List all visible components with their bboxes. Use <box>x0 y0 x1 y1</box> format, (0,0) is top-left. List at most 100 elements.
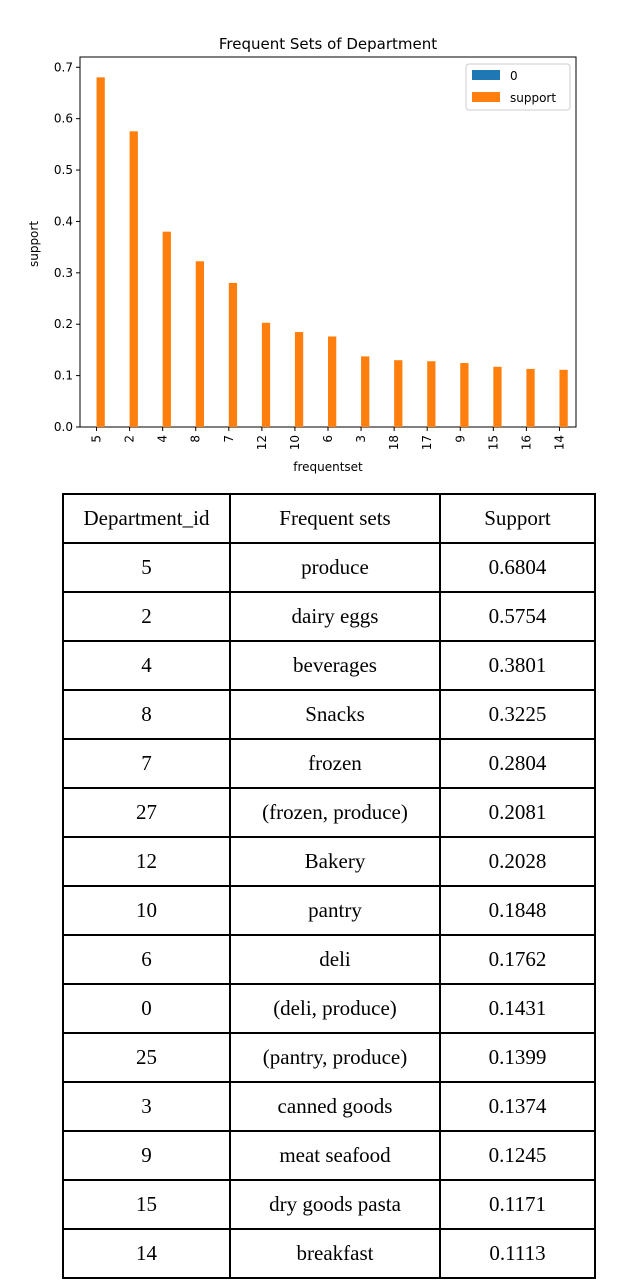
cell-department-id: 15 <box>62 1179 231 1230</box>
bar-support <box>460 363 469 427</box>
bar-support <box>559 369 568 427</box>
legend-swatch-support <box>472 92 500 102</box>
cell-department-id: 3 <box>62 1081 231 1132</box>
bar-support <box>228 282 238 427</box>
cell-department-id: 12 <box>62 836 231 887</box>
header-frequent-sets: Frequent sets <box>229 493 441 544</box>
y-tick-label: 0.6 <box>54 112 73 126</box>
y-tick-label: 0.4 <box>54 214 73 228</box>
table-header-row: Department_id Frequent sets Support <box>62 493 596 544</box>
cell-frequent-set: (frozen, produce) <box>229 787 441 838</box>
cell-department-id: 25 <box>62 1032 231 1083</box>
cell-support: 0.1374 <box>439 1081 596 1132</box>
cell-department-id: 14 <box>62 1228 231 1279</box>
cell-department-id: 10 <box>62 885 231 936</box>
cell-department-id: 27 <box>62 787 231 838</box>
bar-support <box>394 360 403 427</box>
bar-support <box>96 77 105 427</box>
table-row: 15 dry goods pasta 0.1171 <box>62 1179 596 1230</box>
x-tick-label: 17 <box>420 435 434 450</box>
cell-department-id: 5 <box>62 542 231 593</box>
cell-support: 0.1113 <box>439 1228 596 1279</box>
bar-support <box>294 332 304 427</box>
legend-label-0: 0 <box>510 69 518 83</box>
x-tick-label: 18 <box>387 435 401 450</box>
table-row: 8 Snacks 0.3225 <box>62 689 596 740</box>
x-tick-label: 14 <box>552 435 566 450</box>
x-tick-label: 10 <box>288 435 302 450</box>
cell-frequent-set: dry goods pasta <box>229 1179 441 1230</box>
cell-support: 0.2081 <box>439 787 596 838</box>
y-tick-label: 0.3 <box>54 266 73 280</box>
cell-support: 0.1431 <box>439 983 596 1034</box>
cell-department-id: 0 <box>62 983 231 1034</box>
cell-department-id: 4 <box>62 640 231 691</box>
x-tick-label: 5 <box>90 435 104 443</box>
cell-support: 0.3801 <box>439 640 596 691</box>
y-tick-label: 0.0 <box>54 420 73 434</box>
cell-support: 0.3225 <box>439 689 596 740</box>
y-tick-label: 0.1 <box>54 369 73 383</box>
cell-frequent-set: beverages <box>229 640 441 691</box>
cell-frequent-set: deli <box>229 934 441 985</box>
frequent-sets-table: Department_id Frequent sets Support 5 pro… <box>62 493 596 1279</box>
header-support: Support <box>439 493 596 544</box>
x-tick-label: 12 <box>255 435 269 450</box>
table-row: 6 deli 0.1762 <box>62 934 596 985</box>
y-tick-label: 0.7 <box>54 60 73 74</box>
table-row: 25 (pantry, produce) 0.1399 <box>62 1032 596 1083</box>
cell-support: 0.2804 <box>439 738 596 789</box>
cell-frequent-set: frozen <box>229 738 441 789</box>
bar-support <box>361 356 370 427</box>
x-tick-label: 2 <box>123 435 137 443</box>
cell-frequent-set: (pantry, produce) <box>229 1032 441 1083</box>
cell-department-id: 2 <box>62 591 231 642</box>
cell-support: 0.1171 <box>439 1179 596 1230</box>
cell-support: 0.5754 <box>439 591 596 642</box>
table-row: 9 meat seafood 0.1245 <box>62 1130 596 1181</box>
bar-support <box>493 366 502 427</box>
cell-frequent-set: dairy eggs <box>229 591 441 642</box>
y-axis-label: support <box>27 221 41 267</box>
bar-chart: Frequent Sets of Department 0.0 0.1 0.2 0.3… <box>27 35 577 474</box>
x-tick-label: 15 <box>486 435 500 450</box>
cell-support: 0.2028 <box>439 836 596 887</box>
x-tick-label: 7 <box>222 435 236 443</box>
bar-support <box>328 336 337 427</box>
table-row: 7 frozen 0.2804 <box>62 738 596 789</box>
bar-support <box>261 322 271 427</box>
cell-frequent-set: Bakery <box>229 836 441 887</box>
x-tick-label: 16 <box>519 435 533 450</box>
header-department-id: Department_id <box>62 493 231 544</box>
x-tick-label: 8 <box>189 435 203 443</box>
table-row: 27 (frozen, produce) 0.2081 <box>62 787 596 838</box>
cell-support: 0.1245 <box>439 1130 596 1181</box>
bar-support <box>162 231 171 427</box>
cell-support: 0.1848 <box>439 885 596 936</box>
table-row: 10 pantry 0.1848 <box>62 885 596 936</box>
cell-frequent-set: produce <box>229 542 441 593</box>
x-tick-label: 3 <box>354 435 368 443</box>
table-row: 3 canned goods 0.1374 <box>62 1081 596 1132</box>
cell-frequent-set: (deli, produce) <box>229 983 441 1034</box>
y-tick-label: 0.5 <box>54 163 73 177</box>
table-row: 12 Bakery 0.2028 <box>62 836 596 887</box>
cell-department-id: 9 <box>62 1130 231 1181</box>
bar-support <box>427 361 436 427</box>
x-tick-label: 9 <box>453 435 467 443</box>
cell-department-id: 8 <box>62 689 231 740</box>
cell-frequent-set: meat seafood <box>229 1130 441 1181</box>
cell-support: 0.1762 <box>439 934 596 985</box>
x-axis-label: frequentset <box>293 460 363 474</box>
cell-department-id: 6 <box>62 934 231 985</box>
table-row: 4 beverages 0.3801 <box>62 640 596 691</box>
legend-swatch-0 <box>472 70 500 80</box>
bar-support <box>129 131 138 427</box>
legend-label-support: support <box>510 91 556 105</box>
cell-frequent-set: canned goods <box>229 1081 441 1132</box>
cell-frequent-set: Snacks <box>229 689 441 740</box>
cell-department-id: 7 <box>62 738 231 789</box>
bar-support <box>526 368 535 427</box>
table-row: 5 produce 0.6804 <box>62 542 596 593</box>
cell-support: 0.1399 <box>439 1032 596 1083</box>
